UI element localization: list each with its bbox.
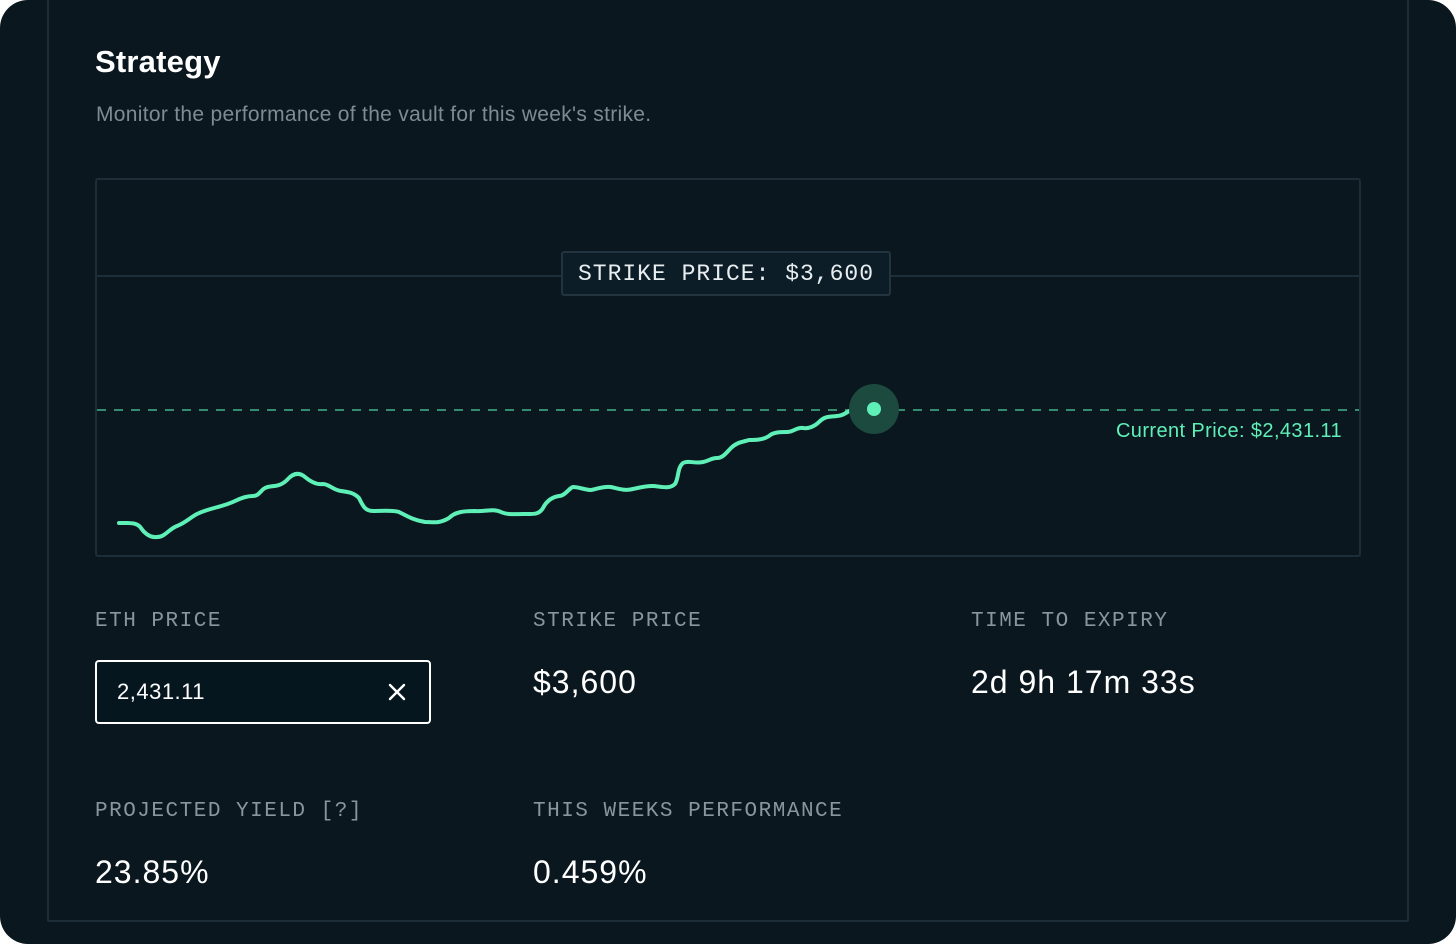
price-history-line: [117, 408, 853, 540]
projected-yield-label[interactable]: PROJECTED YIELD [?]: [95, 800, 363, 823]
price-chart: [95, 178, 1361, 557]
page-subtitle: Monitor the performance of the vault for…: [96, 103, 652, 126]
current-price-marker-dot: [867, 402, 881, 416]
current-price-label: Current Price: $2,431.11: [1115, 420, 1342, 442]
price-chart-svg: [97, 275, 1359, 540]
time-to-expiry-value: 2d 9h 17m 33s: [971, 664, 1196, 700]
time-to-expiry-label: TIME TO EXPIRY: [971, 610, 1169, 633]
close-icon: [388, 683, 406, 701]
page-title: Strategy: [95, 44, 221, 79]
eth-price-label: ETH PRICE: [95, 610, 222, 633]
eth-price-input[interactable]: [117, 662, 367, 722]
projected-yield-value: 23.85%: [95, 854, 210, 890]
eth-price-field: [95, 660, 431, 724]
strike-price-stat-value: $3,600: [533, 664, 637, 700]
weekly-performance-label: THIS WEEKS PERFORMANCE: [533, 800, 844, 823]
strategy-panel: [47, 0, 1409, 922]
weekly-performance-value: 0.459%: [533, 854, 648, 890]
strike-price-stat-label: STRIKE PRICE: [533, 610, 703, 633]
clear-input-button[interactable]: [379, 674, 415, 710]
strike-price-tag: STRIKE PRICE: $3,600: [561, 251, 891, 296]
